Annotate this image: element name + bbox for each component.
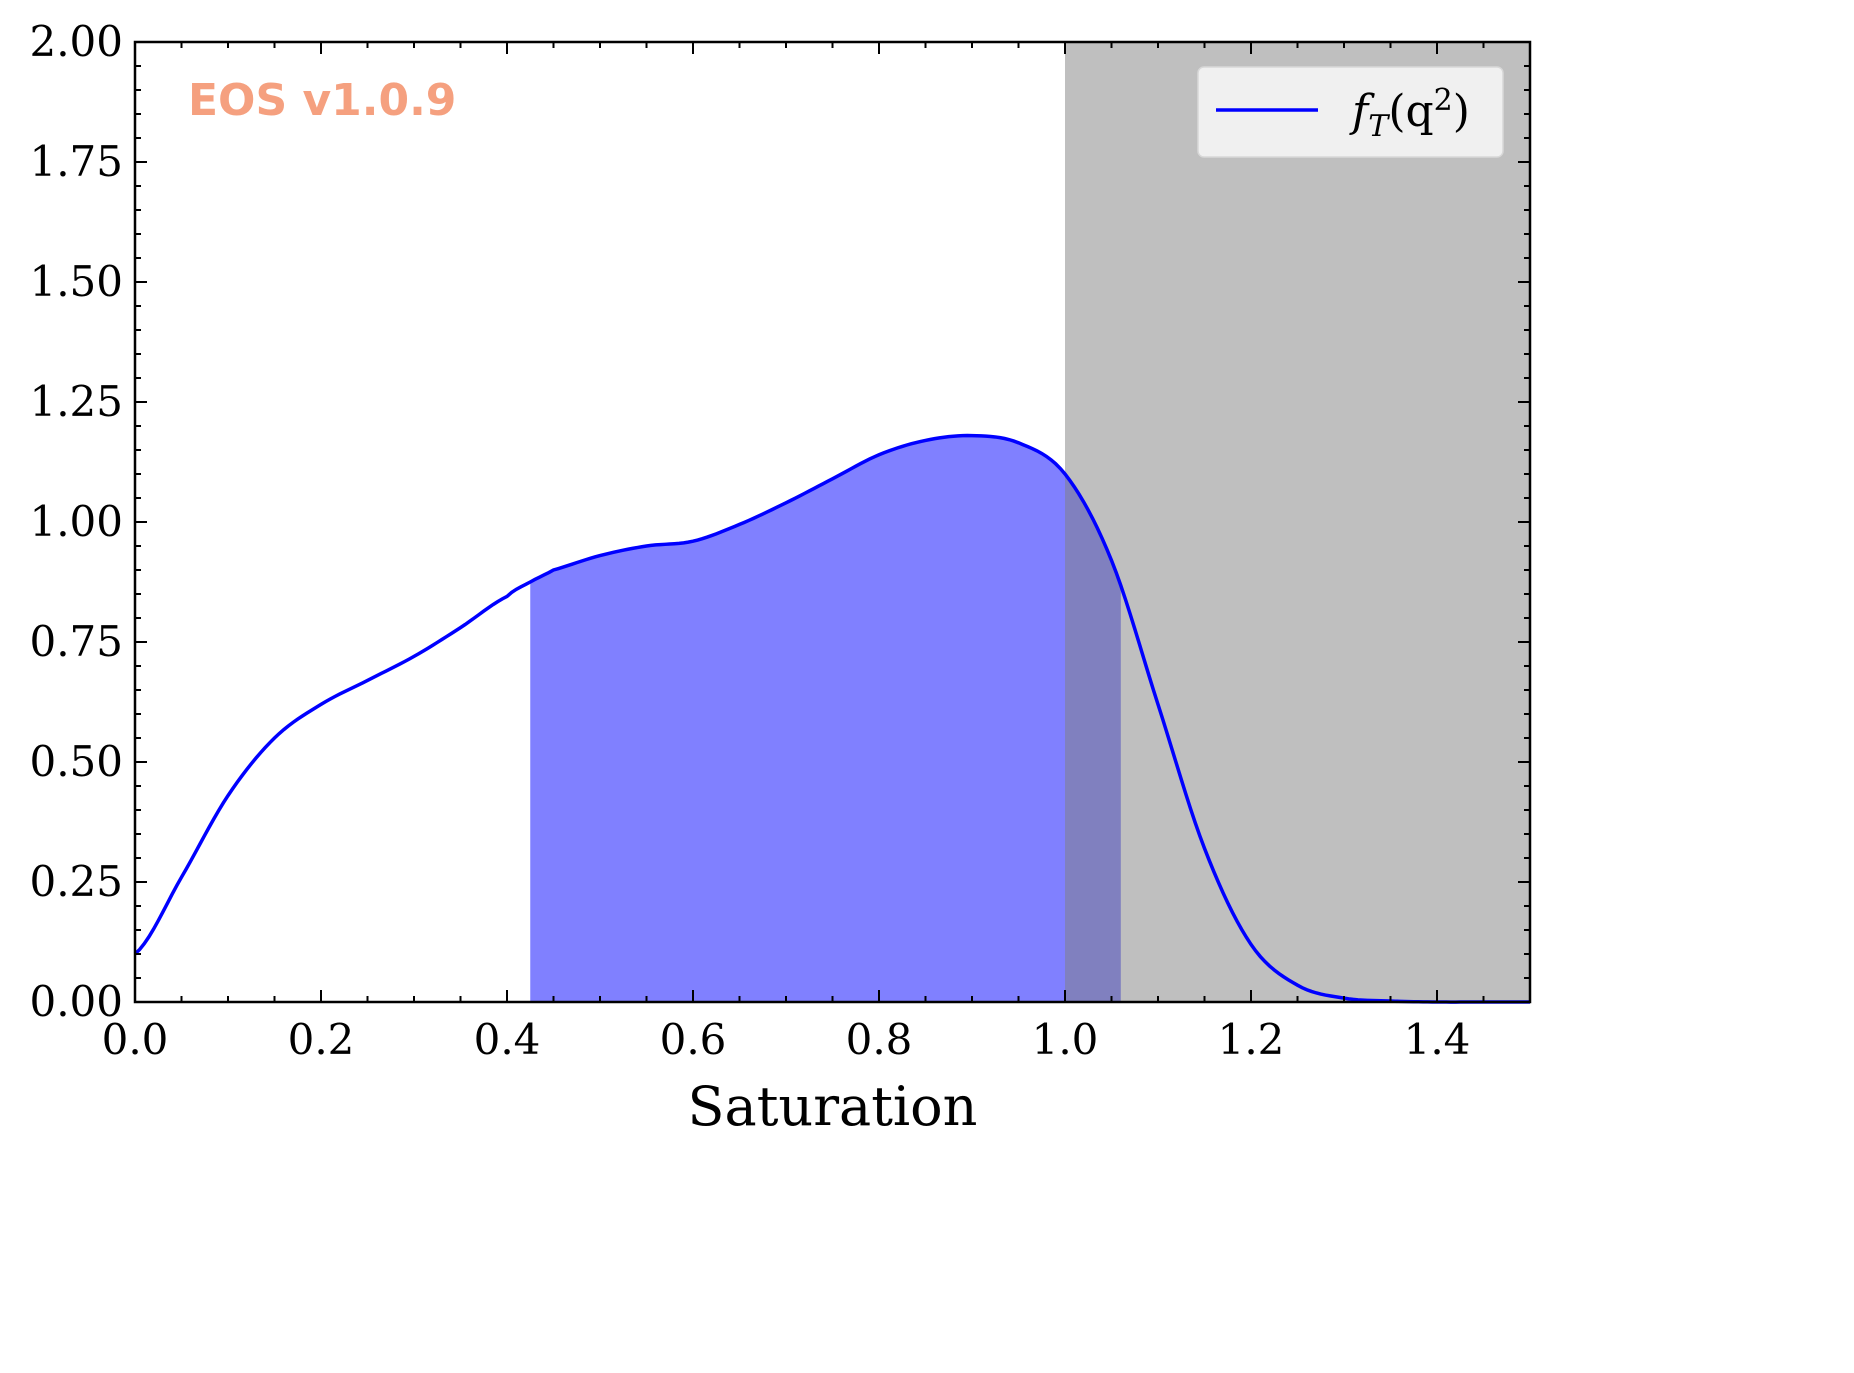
legend-label-rest: (q [1388, 86, 1433, 137]
plot-frame [133, 40, 1532, 1004]
legend-label: fT(q2) [1349, 83, 1470, 144]
series-line-f-t [133, 433, 1530, 1004]
x-tick-label: 0.6 [660, 1015, 727, 1064]
y-tick-label: 1.75 [29, 137, 123, 186]
y-tick-label: 0.75 [29, 617, 123, 666]
y-tick-label: 0.50 [29, 737, 123, 786]
watermark: EOS v1.0.9 [188, 75, 456, 126]
y-tick-label: 2.00 [29, 17, 123, 66]
x-tick-label: 0.8 [846, 1015, 913, 1064]
tick-labels: 0.0 0.2 0.4 0.6 0.8 1.0 1.2 1.4 0.00 0.25 0.50 0.75… [29, 17, 1470, 1064]
y-tick-label: 0.25 [29, 857, 123, 906]
x-axis-label: Saturation [688, 1075, 978, 1138]
legend-label-end: ) [1453, 86, 1470, 137]
excluded-region-shade [1065, 42, 1530, 1002]
legend: fT(q2) [1197, 66, 1504, 158]
y-tick-label: 0.00 [29, 977, 123, 1026]
legend-label-sub: T [1368, 109, 1390, 144]
plot-area [133, 42, 1530, 1004]
x-tick-label: 1.2 [1218, 1015, 1285, 1064]
y-tick-label: 1.50 [29, 257, 123, 306]
y-tick-label: 1.25 [29, 377, 123, 426]
y-tick-label: 1.00 [29, 497, 123, 546]
x-tick-label: 0.2 [288, 1015, 355, 1064]
x-tick-label: 1.4 [1404, 1015, 1471, 1064]
x-tick-label: 0.0 [102, 1015, 169, 1064]
legend-box [1197, 66, 1504, 158]
credible-interval-fill [530, 435, 1121, 1002]
x-tick-label: 0.4 [474, 1015, 541, 1064]
x-tick-label: 1.0 [1032, 1015, 1099, 1064]
legend-label-sup: 2 [1434, 83, 1453, 118]
